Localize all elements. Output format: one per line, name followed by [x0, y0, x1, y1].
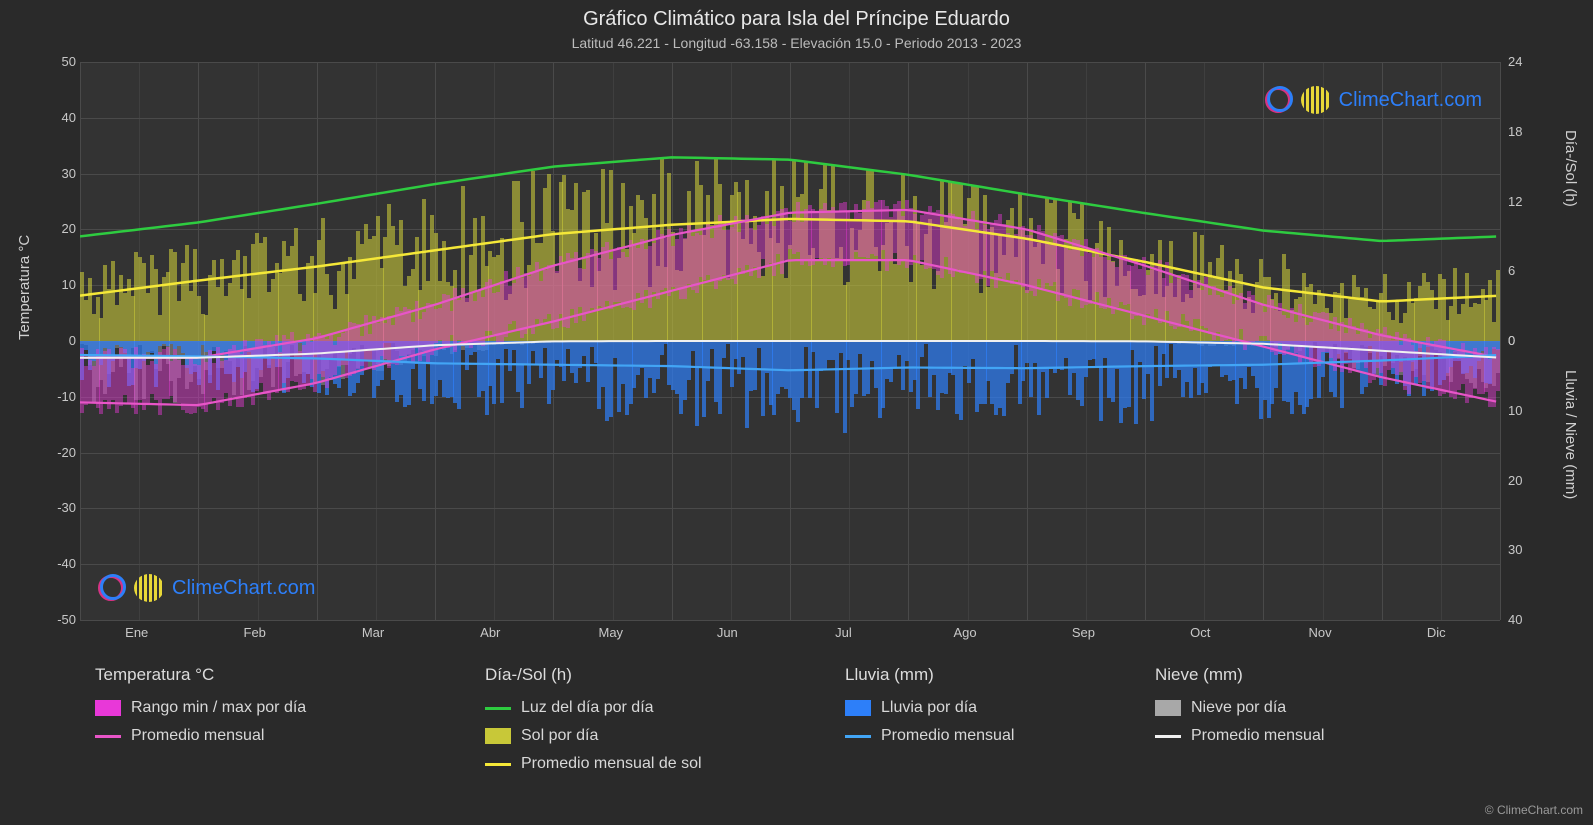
- legend: Temperatura °C Rango min / max por día P…: [95, 665, 1495, 773]
- swatch: [845, 700, 871, 716]
- legend-item: Nieve por día: [1155, 699, 1465, 717]
- line-layer: [80, 62, 1500, 620]
- y-right-tick: 18: [1508, 124, 1522, 139]
- y-left-tick: 10: [36, 277, 76, 292]
- legend-label: Luz del día por día: [521, 699, 654, 717]
- plot-area: ClimeChart.com ClimeChart.com: [80, 62, 1500, 620]
- legend-header: Lluvia (mm): [845, 665, 1155, 685]
- legend-item: Lluvia por día: [845, 699, 1155, 717]
- chart-title: Gráfico Climático para Isla del Príncipe…: [0, 0, 1593, 31]
- y-axis-right-top-label: Día-/Sol (h): [1562, 130, 1579, 207]
- legend-label: Promedio mensual: [131, 727, 264, 745]
- legend-item: Promedio mensual: [845, 727, 1155, 745]
- watermark-top: ClimeChart.com: [1265, 86, 1482, 114]
- y-right-tick: 0: [1508, 333, 1515, 348]
- y-left-tick: -40: [36, 556, 76, 571]
- swatch: [845, 735, 871, 738]
- chart-container: { "title": "Gráfico Climático para Isla …: [0, 0, 1593, 825]
- y-axis-left-label: Temperatura °C: [16, 235, 33, 340]
- legend-label: Rango min / max por día: [131, 699, 306, 717]
- y-left-tick: -50: [36, 612, 76, 627]
- legend-header: Temperatura °C: [95, 665, 485, 685]
- y-left-tick: -30: [36, 500, 76, 515]
- legend-daysun: Día-/Sol (h) Luz del día por día Sol por…: [485, 665, 845, 773]
- y-right-tick: 12: [1508, 194, 1522, 209]
- x-month-label: Dic: [1427, 625, 1446, 640]
- legend-label: Nieve por día: [1191, 699, 1286, 717]
- y-left-tick: -10: [36, 389, 76, 404]
- y-left-tick: 30: [36, 166, 76, 181]
- y-left-tick: 50: [36, 54, 76, 69]
- swatch: [95, 700, 121, 716]
- daylight-line: [80, 157, 1496, 240]
- y-left-tick: 0: [36, 333, 76, 348]
- legend-label: Promedio mensual: [881, 727, 1014, 745]
- x-month-label: Feb: [244, 625, 266, 640]
- y-left-tick: 40: [36, 110, 76, 125]
- legend-item: Promedio mensual: [95, 727, 485, 745]
- logo-icon: [98, 574, 126, 602]
- legend-label: Lluvia por día: [881, 699, 977, 717]
- swatch: [485, 728, 511, 744]
- y-left-tick: -20: [36, 445, 76, 460]
- legend-label: Promedio mensual de sol: [521, 755, 702, 773]
- y-right-tick: 20: [1508, 473, 1522, 488]
- legend-label: Sol por día: [521, 727, 598, 745]
- legend-item: Promedio mensual: [1155, 727, 1465, 745]
- x-month-label: May: [599, 625, 624, 640]
- watermark-bottom: ClimeChart.com: [98, 574, 315, 602]
- y-axis-right-bottom-label: Lluvia / Nieve (mm): [1562, 370, 1579, 499]
- swatch: [485, 763, 511, 766]
- y-right-tick: 40: [1508, 612, 1522, 627]
- swatch: [1155, 700, 1181, 716]
- legend-header: Nieve (mm): [1155, 665, 1465, 685]
- x-month-label: Abr: [480, 625, 500, 640]
- legend-label: Promedio mensual: [1191, 727, 1324, 745]
- legend-header: Día-/Sol (h): [485, 665, 845, 685]
- watermark-text: ClimeChart.com: [172, 577, 315, 600]
- y-right-tick: 30: [1508, 542, 1522, 557]
- x-month-label: Mar: [362, 625, 384, 640]
- copyright: © ClimeChart.com: [1485, 803, 1583, 817]
- y-left-tick: 20: [36, 221, 76, 236]
- chart-subtitle: Latitud 46.221 - Longitud -63.158 - Elev…: [0, 31, 1593, 51]
- rain-avg-line: [80, 355, 1496, 370]
- y-right-tick: 10: [1508, 403, 1522, 418]
- x-month-label: Nov: [1309, 625, 1332, 640]
- sun-icon: [1301, 86, 1331, 114]
- y-right-tick: 6: [1508, 263, 1515, 278]
- snow-avg-line: [80, 341, 1496, 358]
- x-month-label: Jun: [717, 625, 738, 640]
- x-month-label: Ene: [125, 625, 148, 640]
- legend-rain: Lluvia (mm) Lluvia por día Promedio mens…: [845, 665, 1155, 773]
- x-month-label: Jul: [835, 625, 852, 640]
- legend-snow: Nieve (mm) Nieve por día Promedio mensua…: [1155, 665, 1465, 773]
- logo-icon: [1265, 86, 1293, 114]
- sun-icon: [134, 574, 164, 602]
- x-month-label: Ago: [954, 625, 977, 640]
- watermark-text: ClimeChart.com: [1339, 89, 1482, 112]
- y-right-tick: 24: [1508, 54, 1522, 69]
- legend-item: Rango min / max por día: [95, 699, 485, 717]
- legend-temp: Temperatura °C Rango min / max por día P…: [95, 665, 485, 773]
- legend-item: Luz del día por día: [485, 699, 845, 717]
- swatch: [95, 735, 121, 738]
- temp-min-line: [80, 260, 1496, 405]
- legend-item: Sol por día: [485, 727, 845, 745]
- swatch: [1155, 735, 1181, 738]
- x-month-label: Oct: [1190, 625, 1210, 640]
- x-month-label: Sep: [1072, 625, 1095, 640]
- legend-item: Promedio mensual de sol: [485, 755, 845, 773]
- swatch: [485, 707, 511, 710]
